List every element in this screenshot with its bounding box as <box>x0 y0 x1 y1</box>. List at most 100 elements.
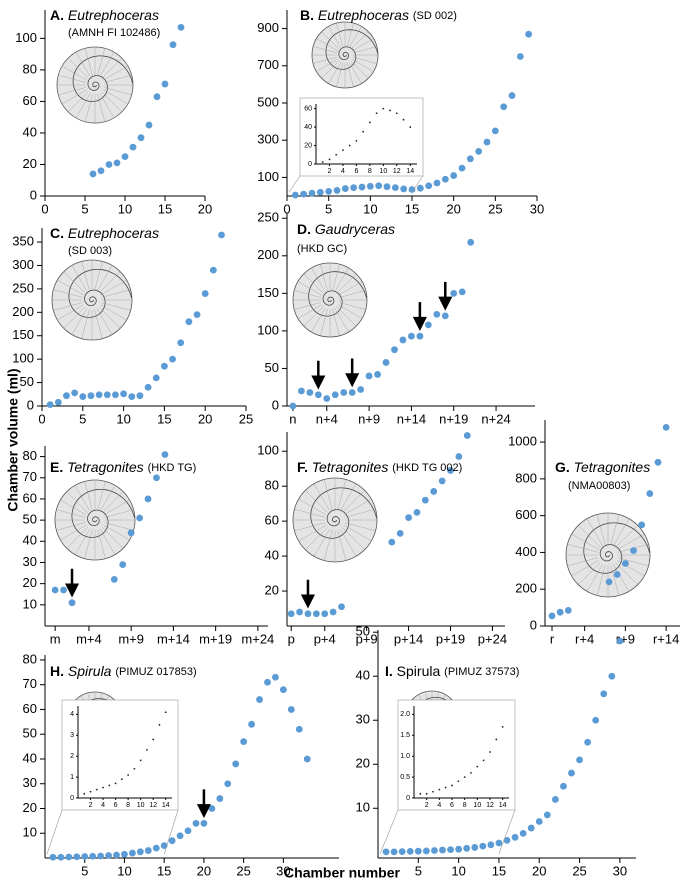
shell-rib <box>613 518 630 547</box>
data-point <box>54 398 62 406</box>
inset-point <box>108 784 111 787</box>
shell-rib <box>567 543 598 553</box>
x-tick-label: 12 <box>486 802 494 809</box>
data-point <box>153 93 161 101</box>
specimen-text: (HKD TG) <box>148 462 197 474</box>
shell-rib <box>348 62 362 84</box>
shell-rib <box>337 530 347 561</box>
specimen: NMA00803 <box>572 480 627 492</box>
inset-point <box>335 153 338 156</box>
data-point <box>120 390 127 398</box>
shell-rib <box>67 91 89 113</box>
x-tick-label: r+4 <box>575 631 594 646</box>
data-point <box>136 392 144 400</box>
shell-rib <box>615 562 638 585</box>
panel-title: D. Gaudryceras <box>297 221 395 237</box>
y-tick-label: 80 <box>23 651 37 666</box>
shell-spiral <box>72 55 133 102</box>
panel-title: I. Spirula (PIMUZ 37573) <box>385 663 519 679</box>
specimen: SD 003 <box>72 245 109 257</box>
panel-title: B. Eutrephoceras (SD 002) <box>300 7 457 23</box>
data-point <box>208 805 216 812</box>
inset-point <box>368 121 371 124</box>
data-point <box>201 290 209 297</box>
x-tick-label: 4 <box>437 802 441 809</box>
y-tick-label: 900 <box>257 20 279 35</box>
shell-rib <box>336 62 344 87</box>
y-tick-label: 70 <box>23 469 37 484</box>
shell-rib <box>98 271 121 294</box>
y-tick-label: 200 <box>257 247 279 262</box>
shell-rib <box>298 525 327 542</box>
data-point <box>200 819 208 827</box>
x-tick-label: 20 <box>198 411 212 426</box>
shell-spiral <box>325 29 379 70</box>
x-tick-label: 30 <box>613 863 627 878</box>
inset-point <box>375 112 378 115</box>
y-tick-label: 40 <box>23 533 37 548</box>
data-point <box>495 839 503 847</box>
y-tick-label: 60 <box>23 93 37 108</box>
shell-rib <box>61 89 87 105</box>
data-point <box>89 170 97 178</box>
data-point <box>129 849 136 857</box>
shell-rib <box>66 526 89 549</box>
data-point <box>121 850 128 858</box>
data-point <box>425 182 433 190</box>
x-tick-label: 25 <box>236 863 250 878</box>
genus: Eutrephoceras <box>68 225 159 241</box>
y-tick-label: 100 <box>257 322 279 337</box>
shell-rib <box>338 290 366 298</box>
inset-point <box>457 780 460 783</box>
inset-point <box>355 140 358 142</box>
data-point <box>112 391 119 399</box>
x-tick-label: p+24 <box>478 631 507 646</box>
shell-rib <box>298 498 327 515</box>
y-tick-label: 20 <box>304 142 312 149</box>
shell-rib <box>101 289 131 298</box>
y-tick-label: 50 <box>23 726 37 741</box>
shell-rib <box>316 38 338 52</box>
y-tick-label: 50 <box>20 374 34 389</box>
data-point <box>366 182 374 190</box>
shell-rib <box>316 58 338 72</box>
data-point <box>303 755 311 763</box>
data-point <box>548 612 556 620</box>
inset-connector <box>411 175 424 193</box>
inset-point <box>489 751 491 753</box>
arrow <box>438 281 453 311</box>
x-tick-label: 25 <box>488 201 502 216</box>
panel-letter: G. <box>555 459 570 475</box>
data-point <box>184 827 192 835</box>
data-point <box>306 389 314 396</box>
shell-spiral <box>583 522 650 574</box>
data-point <box>400 185 408 193</box>
shell-rib <box>586 563 603 592</box>
y-tick-label: 150 <box>257 285 279 300</box>
shell-rib <box>305 527 328 550</box>
data-point <box>176 832 184 840</box>
data-point <box>128 393 136 401</box>
shell-rib <box>103 499 130 516</box>
specimen: HKD TG 002 <box>396 462 459 474</box>
data-point <box>405 514 412 522</box>
data-point <box>144 383 152 391</box>
x-tick-label: r <box>550 631 555 646</box>
shell-rib <box>303 306 324 327</box>
data-point <box>455 453 463 460</box>
data-point <box>297 387 305 395</box>
data-point <box>458 288 466 296</box>
shell-rib <box>343 498 372 515</box>
data-point <box>413 508 421 516</box>
data-point <box>374 371 381 378</box>
inset-point <box>501 726 504 728</box>
x-tick-label: n+24 <box>481 411 510 426</box>
data-point <box>57 853 65 861</box>
shell-rib <box>71 308 88 335</box>
shell-rib <box>345 508 376 518</box>
data-point <box>471 844 479 851</box>
data-point <box>519 829 527 837</box>
data-point <box>447 467 454 474</box>
y-tick-label: 800 <box>515 470 537 485</box>
shell-rib <box>613 563 630 592</box>
